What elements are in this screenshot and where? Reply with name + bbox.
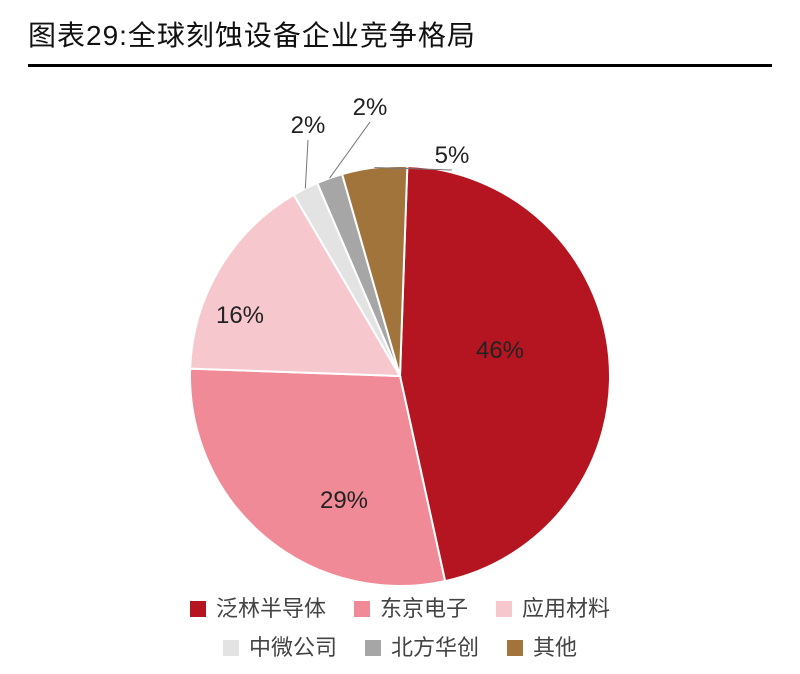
leader-line — [305, 140, 308, 189]
slice-label: 2% — [353, 94, 388, 122]
pie-chart: 46% 29% 16% 2% 2% 5% — [0, 56, 800, 586]
slice-label: 29% — [320, 487, 368, 515]
legend-label: 东京电子 — [380, 590, 468, 628]
legend-item: 东京电子 — [354, 590, 468, 628]
legend-swatch — [507, 640, 523, 656]
legend-item: 泛林半导体 — [190, 590, 326, 628]
legend-label: 应用材料 — [522, 590, 610, 628]
legend-item: 中微公司 — [223, 629, 337, 667]
legend-row: 中微公司 北方华创 其他 — [0, 629, 800, 668]
legend-swatch — [354, 601, 370, 617]
legend-item: 其他 — [507, 629, 577, 667]
slice-label: 2% — [291, 112, 326, 140]
legend-swatch — [365, 640, 381, 656]
legend-label: 中微公司 — [249, 629, 337, 667]
legend-label: 泛林半导体 — [216, 590, 326, 628]
slice-label: 5% — [435, 142, 470, 170]
legend-swatch — [496, 601, 512, 617]
legend: 泛林半导体 东京电子 应用材料中微公司 北方华创 其他 — [0, 590, 800, 668]
legend-item: 北方华创 — [365, 629, 479, 667]
legend-swatch — [223, 640, 239, 656]
pie-svg — [0, 56, 800, 586]
legend-label: 其他 — [533, 629, 577, 667]
slice-label: 16% — [216, 302, 264, 330]
slice-label: 46% — [476, 337, 524, 365]
legend-row: 泛林半导体 东京电子 应用材料 — [0, 590, 800, 629]
legend-item: 应用材料 — [496, 590, 610, 628]
legend-label: 北方华创 — [391, 629, 479, 667]
legend-swatch — [190, 601, 206, 617]
